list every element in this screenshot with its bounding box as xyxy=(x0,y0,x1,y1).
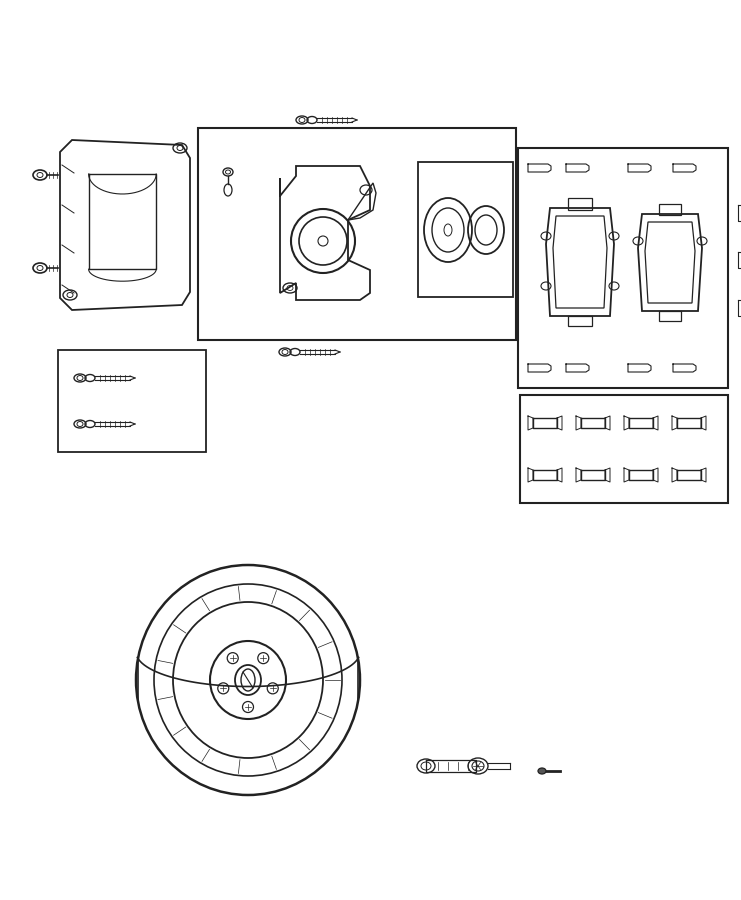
Bar xyxy=(659,311,681,321)
Bar xyxy=(659,204,681,215)
Ellipse shape xyxy=(538,768,546,774)
Bar xyxy=(418,162,513,297)
Bar xyxy=(520,395,728,503)
Bar xyxy=(568,198,592,210)
Bar xyxy=(518,148,728,388)
Bar xyxy=(58,350,206,452)
Bar xyxy=(568,316,592,326)
Bar xyxy=(198,128,516,340)
